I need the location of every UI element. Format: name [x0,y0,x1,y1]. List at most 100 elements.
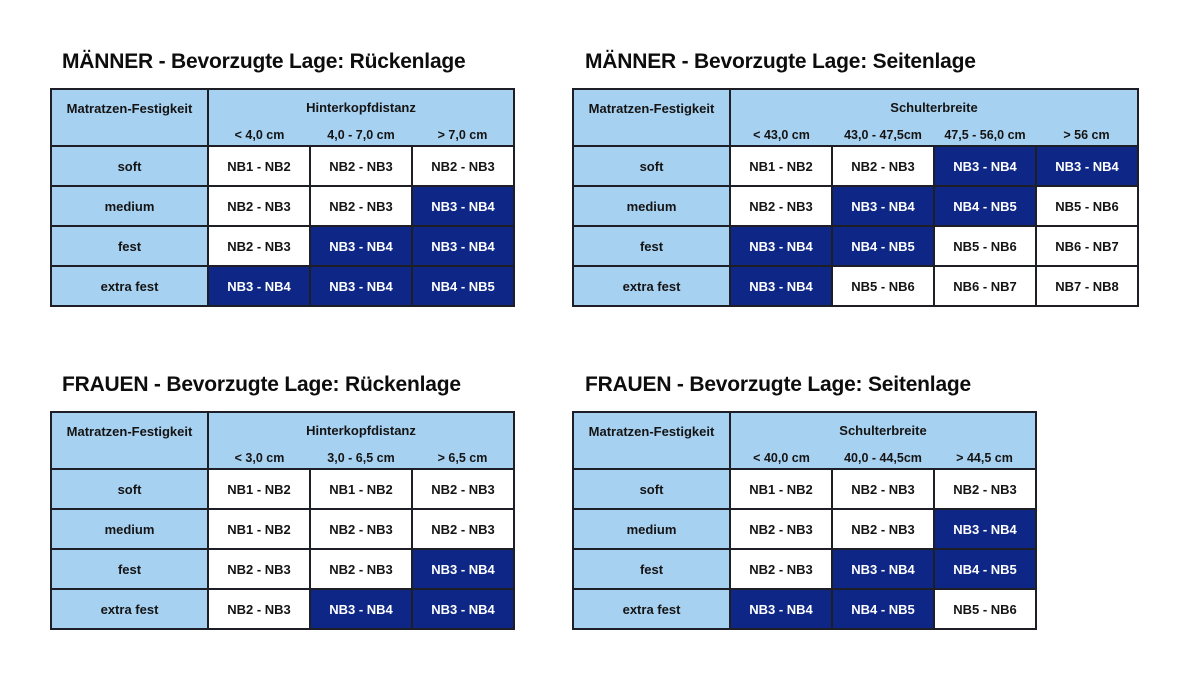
result-cell: NB1 - NB2 [207,508,311,550]
table-row: extra fest NB2 - NB3 NB3 - NB4 NB3 - NB4 [50,588,515,630]
result-cell: NB4 - NB5 [411,265,515,307]
result-cell: NB4 - NB5 [933,548,1037,590]
table-row: medium NB1 - NB2 NB2 - NB3 NB2 - NB3 [50,508,515,550]
result-cell: NB2 - NB3 [831,468,935,510]
row-label-cell: medium [50,508,209,550]
table-row: extra fest NB3 - NB4 NB4 - NB5 NB5 - NB6 [572,588,1037,630]
result-cell: NB3 - NB4 [411,588,515,630]
result-cell: NB1 - NB2 [207,468,311,510]
table-row: fest NB2 - NB3 NB3 - NB4 NB4 - NB5 [572,548,1037,590]
column-group-header-cell: Hinterkopfdistanz [207,411,515,448]
result-cell: NB2 - NB3 [729,185,833,227]
result-cell: NB5 - NB6 [831,265,935,307]
column-header-cell: < 40,0 cm [730,448,832,470]
row-label-cell: soft [50,468,209,510]
result-cell: NB2 - NB3 [207,588,311,630]
result-cell: NB3 - NB4 [309,225,413,267]
table-row: extra fest NB3 - NB4 NB5 - NB6 NB6 - NB7 NB7… [572,265,1139,307]
header-row-group: Matratzen-Festigkeit Schulterbreite [572,411,1037,470]
row-label-cell: fest [572,225,731,267]
result-cell: NB2 - NB3 [207,225,311,267]
result-cell: NB3 - NB4 [411,225,515,267]
row-header-cell: Matratzen-Festigkeit [50,88,209,147]
result-cell: NB2 - NB3 [309,548,413,590]
column-header-cell: < 43,0 cm [730,125,832,147]
result-cell: NB6 - NB7 [1035,225,1139,267]
result-cell: NB5 - NB6 [1035,185,1139,227]
result-cell: NB2 - NB3 [933,468,1037,510]
result-cell: NB2 - NB3 [207,185,311,227]
result-cell: NB3 - NB4 [1035,145,1139,187]
table-row: extra fest NB3 - NB4 NB3 - NB4 NB4 - NB5 [50,265,515,307]
table-maenner-seitenlage: Matratzen-Festigkeit Schulterbreite < 43,0… [572,88,1139,307]
header-row-subcolumns: < 4,0 cm 4,0 - 7,0 cm > 7,0 cm [51,125,514,147]
table-frauen-seitenlage: Matratzen-Festigkeit Schulterbreite < 40,0… [572,411,1037,630]
row-label-cell: soft [572,468,731,510]
table-row: fest NB3 - NB4 NB4 - NB5 NB5 - NB6 NB6 - NB7 [572,225,1139,267]
table-row: fest NB2 - NB3 NB2 - NB3 NB3 - NB4 [50,548,515,590]
row-label-cell: soft [50,145,209,187]
result-cell: NB2 - NB3 [729,548,833,590]
result-cell: NB2 - NB3 [309,145,413,187]
result-cell: NB2 - NB3 [207,548,311,590]
column-group-header-cell: Schulterbreite [729,411,1037,448]
result-cell: NB3 - NB4 [729,588,833,630]
header-row-group: Matratzen-Festigkeit Hinterkopfdistanz [50,411,515,470]
row-label-cell: extra fest [50,588,209,630]
result-cell: NB5 - NB6 [933,588,1037,630]
result-cell: NB3 - NB4 [933,145,1037,187]
result-cell: NB2 - NB3 [309,508,413,550]
header-row-subcolumns: < 43,0 cm 43,0 - 47,5cm 47,5 - 56,0 cm > 56… [573,125,1138,147]
row-header-cell: Matratzen-Festigkeit [572,411,731,470]
result-cell: NB4 - NB5 [933,185,1037,227]
result-cell: NB3 - NB4 [831,185,935,227]
result-cell: NB1 - NB2 [729,468,833,510]
result-cell: NB3 - NB4 [309,265,413,307]
row-label-cell: extra fest [50,265,209,307]
row-label-cell: medium [572,508,731,550]
header-row-group: Matratzen-Festigkeit Schulterbreite [572,88,1139,147]
result-cell: NB3 - NB4 [729,225,833,267]
result-cell: NB4 - NB5 [831,588,935,630]
result-cell: NB1 - NB2 [729,145,833,187]
row-label-cell: soft [572,145,731,187]
column-header-cell: < 3,0 cm [208,448,310,470]
table-row: fest NB2 - NB3 NB3 - NB4 NB3 - NB4 [50,225,515,267]
column-header-cell: 47,5 - 56,0 cm [934,125,1036,147]
result-cell: NB2 - NB3 [831,508,935,550]
column-header-cell: > 56 cm [1036,125,1138,147]
result-cell: NB2 - NB3 [831,145,935,187]
table-row: medium NB2 - NB3 NB3 - NB4 NB4 - NB5 NB5 - N… [572,185,1139,227]
result-cell: NB4 - NB5 [831,225,935,267]
row-label-cell: extra fest [572,588,731,630]
table-maenner-rueckenlage: Matratzen-Festigkeit Hinterkopfdistanz < 4… [50,88,515,307]
table-row: soft NB1 - NB2 NB2 - NB3 NB2 - NB3 [572,468,1037,510]
column-group-header-cell: Hinterkopfdistanz [207,88,515,125]
result-cell: NB6 - NB7 [933,265,1037,307]
table-row: medium NB2 - NB3 NB2 - NB3 NB3 - NB4 [50,185,515,227]
result-cell: NB3 - NB4 [933,508,1037,550]
result-cell: NB5 - NB6 [933,225,1037,267]
row-label-cell: fest [50,548,209,590]
column-header-cell: 40,0 - 44,5cm [832,448,934,470]
result-cell: NB2 - NB3 [411,468,515,510]
result-cell: NB3 - NB4 [831,548,935,590]
table-row: soft NB1 - NB2 NB1 - NB2 NB2 - NB3 [50,468,515,510]
table-title-frauen-rueckenlage: FRAUEN - Bevorzugte Lage: Rückenlage [62,373,461,396]
result-cell: NB2 - NB3 [411,508,515,550]
column-header-cell: 3,0 - 6,5 cm [310,448,412,470]
table-title-maenner-seitenlage: MÄNNER - Bevorzugte Lage: Seitenlage [585,50,976,73]
table-title-maenner-rueckenlage: MÄNNER - Bevorzugte Lage: Rückenlage [62,50,466,73]
result-cell: NB2 - NB3 [309,185,413,227]
result-cell: NB1 - NB2 [207,145,311,187]
result-cell: NB3 - NB4 [411,185,515,227]
header-row-subcolumns: < 40,0 cm 40,0 - 44,5cm > 44,5 cm [573,448,1036,470]
column-header-cell: 43,0 - 47,5cm [832,125,934,147]
table-frauen-rueckenlage: Matratzen-Festigkeit Hinterkopfdistanz < 3… [50,411,515,630]
row-label-cell: fest [50,225,209,267]
header-row-group: Matratzen-Festigkeit Hinterkopfdistanz [50,88,515,147]
result-cell: NB1 - NB2 [309,468,413,510]
result-cell: NB3 - NB4 [411,548,515,590]
result-cell: NB3 - NB4 [729,265,833,307]
